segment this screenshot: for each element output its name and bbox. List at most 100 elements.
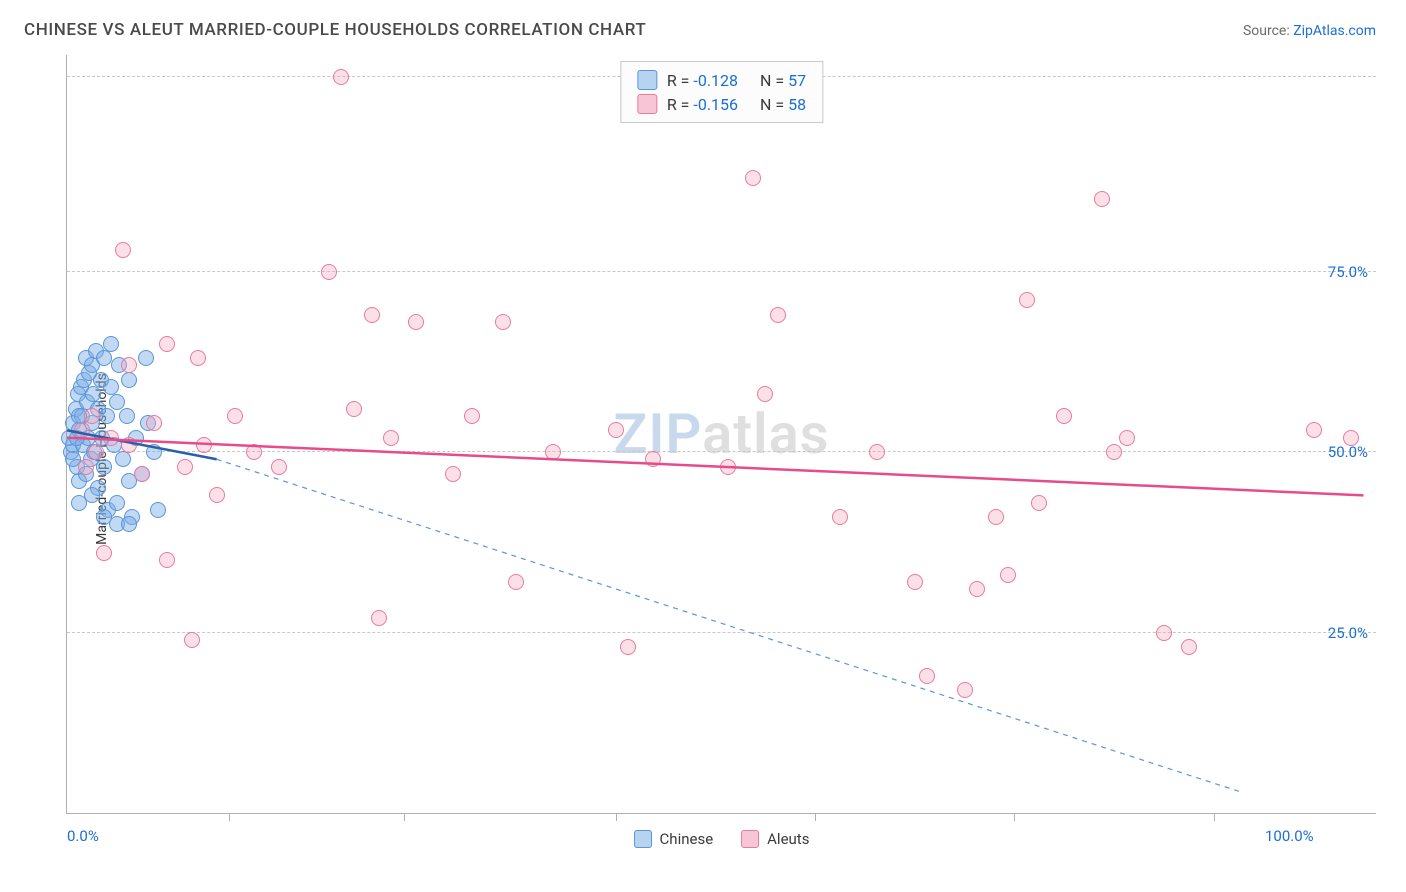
- data-point: [103, 336, 119, 352]
- x-tick: [404, 813, 405, 821]
- data-point: [150, 502, 166, 518]
- data-point: [907, 574, 923, 590]
- source-attribution: Source: ZipAtlas.com: [1243, 23, 1376, 39]
- data-point: [988, 509, 1004, 525]
- y-tick-label: 25.0%: [1328, 624, 1368, 642]
- data-point: [333, 69, 349, 85]
- data-point: [121, 516, 137, 532]
- legend-swatch: [637, 94, 657, 114]
- gridline: [67, 271, 1376, 272]
- data-point: [1019, 292, 1035, 308]
- data-point: [271, 459, 287, 475]
- data-point: [1181, 639, 1197, 655]
- data-point: [645, 451, 661, 467]
- y-tick-label: 75.0%: [1328, 263, 1368, 281]
- data-point: [109, 495, 125, 511]
- data-point: [1056, 408, 1072, 424]
- data-point: [1156, 625, 1172, 641]
- data-point: [121, 437, 137, 453]
- gridline: [67, 632, 1376, 633]
- data-point: [1031, 495, 1047, 511]
- data-point: [408, 314, 424, 330]
- legend-swatch: [741, 830, 759, 848]
- data-point: [869, 444, 885, 460]
- data-point: [608, 422, 624, 438]
- legend-item: Chinese: [634, 830, 714, 848]
- data-point: [832, 509, 848, 525]
- data-point: [115, 451, 131, 467]
- chart-area: Married-couple Households ZIPatlas R = -…: [24, 55, 1376, 862]
- y-tick-label: 50.0%: [1328, 443, 1368, 461]
- data-point: [74, 422, 90, 438]
- data-point: [757, 386, 773, 402]
- data-point: [121, 357, 137, 373]
- series-legend: Chinese Aleuts: [634, 830, 810, 848]
- data-point: [109, 394, 125, 410]
- legend-swatch: [637, 70, 657, 90]
- data-point: [957, 682, 973, 698]
- data-point: [745, 170, 761, 186]
- legend-row: R = -0.128N = 57: [637, 68, 806, 92]
- source-link[interactable]: ZipAtlas.com: [1293, 23, 1376, 39]
- data-point: [184, 632, 200, 648]
- data-point: [346, 401, 362, 417]
- x-tick: [229, 813, 230, 821]
- data-point: [138, 350, 154, 366]
- legend-item: Aleuts: [741, 830, 809, 848]
- data-point: [445, 466, 461, 482]
- data-point: [770, 307, 786, 323]
- data-point: [495, 314, 511, 330]
- data-point: [146, 415, 162, 431]
- data-point: [508, 574, 524, 590]
- data-point: [969, 581, 985, 597]
- data-point: [464, 408, 480, 424]
- x-tick: [616, 813, 617, 821]
- legend-swatch: [634, 830, 652, 848]
- data-point: [1306, 422, 1322, 438]
- data-point: [121, 372, 137, 388]
- data-point: [1106, 444, 1122, 460]
- data-point: [383, 430, 399, 446]
- correlation-legend: R = -0.128N = 57R = -0.156N = 58: [620, 61, 823, 123]
- data-point: [545, 444, 561, 460]
- data-point: [99, 408, 115, 424]
- x-tick: [1014, 813, 1015, 821]
- data-point: [209, 487, 225, 503]
- data-point: [1000, 567, 1016, 583]
- data-point: [190, 350, 206, 366]
- data-point: [1343, 430, 1359, 446]
- data-point: [246, 444, 262, 460]
- legend-row: R = -0.156N = 58: [637, 92, 806, 116]
- data-point: [134, 466, 150, 482]
- data-point: [103, 430, 119, 446]
- x-tick-label: 0.0%: [67, 827, 99, 845]
- data-point: [620, 639, 636, 655]
- data-point: [364, 307, 380, 323]
- data-point: [720, 459, 736, 475]
- data-point: [227, 408, 243, 424]
- data-point: [119, 408, 135, 424]
- data-point: [919, 668, 935, 684]
- chart-header: CHINESE VS ALEUT MARRIED-COUPLE HOUSEHOL…: [0, 0, 1406, 48]
- data-point: [96, 459, 112, 475]
- data-point: [159, 552, 175, 568]
- data-point: [1094, 191, 1110, 207]
- gridline: [67, 451, 1376, 452]
- data-point: [196, 437, 212, 453]
- data-point: [96, 545, 112, 561]
- x-tick: [815, 813, 816, 821]
- data-point: [115, 242, 131, 258]
- data-point: [371, 610, 387, 626]
- trend-lines: [67, 55, 1376, 813]
- data-point: [88, 444, 104, 460]
- plot-region: ZIPatlas R = -0.128N = 57R = -0.156N = 5…: [66, 55, 1376, 814]
- chart-title: CHINESE VS ALEUT MARRIED-COUPLE HOUSEHOL…: [24, 20, 646, 40]
- data-point: [71, 495, 87, 511]
- x-tick-label: 100.0%: [1265, 827, 1314, 845]
- data-point: [96, 350, 112, 366]
- x-tick: [1214, 813, 1215, 821]
- data-point: [159, 336, 175, 352]
- data-point: [177, 459, 193, 475]
- data-point: [1119, 430, 1135, 446]
- data-point: [321, 264, 337, 280]
